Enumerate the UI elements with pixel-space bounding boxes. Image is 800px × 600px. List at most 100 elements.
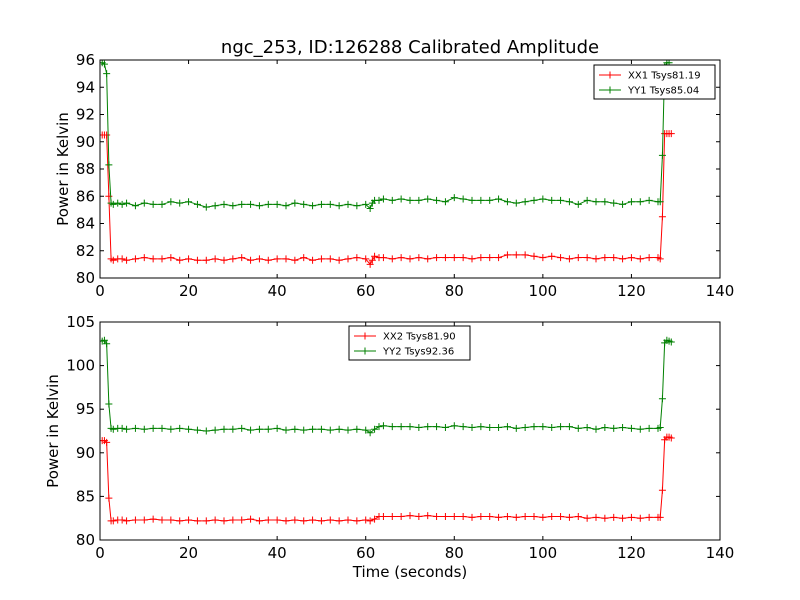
data-point xyxy=(103,340,111,348)
data-point xyxy=(388,512,396,520)
data-point xyxy=(255,517,263,525)
data-point xyxy=(291,516,299,524)
data-point xyxy=(583,424,591,432)
data-point xyxy=(229,516,237,524)
data-point xyxy=(291,256,299,264)
legend-marker xyxy=(606,86,614,94)
series-2 xyxy=(100,336,675,437)
data-point xyxy=(344,200,352,208)
legend-label: YY2 Tsys92.36 xyxy=(382,347,454,358)
data-point xyxy=(282,255,290,263)
data-point xyxy=(167,516,175,524)
legend-box xyxy=(593,64,716,100)
data-point xyxy=(610,254,618,262)
data-point xyxy=(592,513,600,521)
data-point xyxy=(211,516,219,524)
y-axis-label: Power in Kelvin xyxy=(54,112,72,226)
data-point xyxy=(149,515,157,523)
data-point xyxy=(574,200,582,208)
data-point xyxy=(477,196,485,204)
data-point xyxy=(574,512,582,520)
data-point xyxy=(109,200,117,208)
x-tick-label: 60 xyxy=(356,544,375,562)
data-point xyxy=(415,196,423,204)
data-point xyxy=(592,425,600,433)
data-point xyxy=(636,425,644,433)
data-point xyxy=(185,425,193,433)
data-point xyxy=(176,517,184,525)
data-point xyxy=(645,196,653,204)
data-point xyxy=(583,254,591,262)
x-tick-label: 140 xyxy=(706,544,735,562)
legend-entry: XX2 Tsys81.90 xyxy=(354,332,456,343)
data-point xyxy=(667,130,675,138)
data-point xyxy=(140,199,148,207)
data-point xyxy=(636,198,644,206)
plot-frame xyxy=(99,321,721,541)
data-point xyxy=(415,254,423,262)
data-point xyxy=(601,198,609,206)
data-point xyxy=(105,161,113,169)
data-point xyxy=(530,423,538,431)
data-point xyxy=(388,423,396,431)
data-point xyxy=(362,426,370,434)
data-point xyxy=(123,425,131,433)
data-point xyxy=(468,424,476,432)
data-point xyxy=(512,199,520,207)
x-tick-label: 80 xyxy=(445,544,464,562)
data-point xyxy=(149,200,157,208)
data-point xyxy=(433,423,441,431)
x-tick-label: 140 xyxy=(706,282,735,300)
data-point xyxy=(658,151,666,159)
data-point xyxy=(601,254,609,262)
data-point xyxy=(229,255,237,263)
data-point xyxy=(658,486,666,494)
data-point xyxy=(433,512,441,520)
data-point xyxy=(291,199,299,207)
data-point xyxy=(583,514,591,522)
data-point xyxy=(255,202,263,210)
data-point xyxy=(539,513,547,521)
data-point xyxy=(459,195,467,203)
data-point xyxy=(247,426,255,434)
data-point xyxy=(344,426,352,434)
y-tick-label: 95 xyxy=(76,400,95,418)
data-point xyxy=(548,424,556,432)
data-point xyxy=(450,422,458,430)
data-point xyxy=(131,255,139,263)
y-axis-label: Power in Kelvin xyxy=(44,374,62,488)
data-point xyxy=(645,513,653,521)
data-point xyxy=(140,516,148,524)
data-point xyxy=(211,426,219,434)
data-point xyxy=(229,202,237,210)
data-point xyxy=(300,254,308,262)
data-point xyxy=(193,200,201,208)
data-point xyxy=(103,438,111,446)
y-tick-label: 94 xyxy=(76,78,95,96)
data-point xyxy=(441,512,449,520)
data-point xyxy=(450,194,458,202)
data-point xyxy=(366,260,374,268)
data-point xyxy=(406,255,414,263)
data-point xyxy=(592,198,600,206)
data-point xyxy=(424,255,432,263)
y-tick-label: 82 xyxy=(76,242,95,260)
data-point xyxy=(565,198,573,206)
legend-box xyxy=(348,325,471,361)
data-point xyxy=(193,256,201,264)
data-point xyxy=(353,517,361,525)
data-point xyxy=(309,202,317,210)
data-point xyxy=(103,70,111,78)
data-point xyxy=(344,516,352,524)
y-tick-label: 80 xyxy=(76,531,95,549)
data-point xyxy=(521,512,529,520)
data-point xyxy=(326,200,334,208)
legend-entry: YY1 Tsys85.04 xyxy=(599,86,699,97)
x-tick-label: 0 xyxy=(95,544,105,562)
data-point xyxy=(557,512,565,520)
data-point xyxy=(118,516,126,524)
data-point xyxy=(300,426,308,434)
data-point xyxy=(521,251,529,259)
data-point xyxy=(220,425,228,433)
data-point xyxy=(406,423,414,431)
